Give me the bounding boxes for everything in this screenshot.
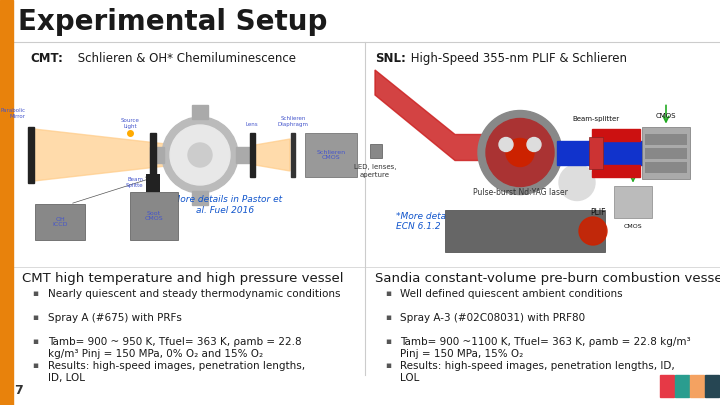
Text: Pulse-burst Nd:YAG laser: Pulse-burst Nd:YAG laser [472, 188, 567, 197]
Text: Spray A-3 (#02C08031) with PRF80: Spray A-3 (#02C08031) with PRF80 [400, 313, 585, 323]
Text: 7: 7 [14, 384, 23, 397]
Circle shape [579, 217, 607, 245]
Circle shape [499, 138, 513, 151]
Text: High-Speed 355-nm PLIF & Schlieren: High-Speed 355-nm PLIF & Schlieren [407, 52, 627, 65]
Bar [690, 375, 704, 397]
Text: Schlieren & OH* Chemiluminescence: Schlieren & OH* Chemiluminescence [74, 52, 296, 65]
Circle shape [486, 119, 554, 186]
Text: OH
ICCD: OH ICCD [53, 217, 68, 227]
Circle shape [188, 143, 212, 167]
Bar [645, 134, 687, 145]
Text: Results: high-speed images, penetration lengths,
ID, LOL: Results: high-speed images, penetration … [48, 361, 305, 383]
Polygon shape [375, 70, 490, 160]
Text: CMOS: CMOS [624, 224, 642, 228]
Text: Lens: Lens [246, 122, 258, 127]
Text: Beam
Splitte: Beam Splitte [125, 177, 143, 188]
Text: ▪: ▪ [32, 313, 38, 322]
Bar [28, 127, 34, 183]
Text: ▪: ▪ [32, 361, 38, 370]
Bar [130, 192, 178, 240]
Circle shape [170, 125, 230, 185]
Bar [592, 164, 640, 177]
Text: Spray A (#675) with PRFs: Spray A (#675) with PRFs [48, 313, 182, 323]
Circle shape [559, 164, 595, 200]
Text: PLIF: PLIF [590, 208, 606, 217]
Bar [0, 0, 13, 405]
Text: Schlieren
CMOS: Schlieren CMOS [316, 149, 346, 160]
Text: Soot
CMOS: Soot CMOS [145, 211, 163, 222]
Bar [589, 136, 603, 168]
Bar [614, 185, 652, 217]
Text: *More details in Pastor et
al. Fuel 2016: *More details in Pastor et al. Fuel 2016 [168, 195, 282, 215]
Text: Parabolic
Mirror: Parabolic Mirror [1, 108, 26, 119]
Text: Beam-splitter: Beam-splitter [572, 117, 620, 122]
Text: Nearly quiescent and steady thermodynamic conditions: Nearly quiescent and steady thermodynami… [48, 289, 341, 299]
Circle shape [506, 139, 534, 166]
Bar [645, 162, 687, 173]
Text: Results: high-speed images, penetration lengths, ID,
LOL: Results: high-speed images, penetration … [400, 361, 675, 383]
Bar [192, 191, 208, 205]
Bar [192, 105, 208, 119]
Text: CMOS: CMOS [656, 113, 676, 119]
Text: ▪: ▪ [32, 337, 38, 346]
Text: *More details in
ECN 6.1.2: *More details in ECN 6.1.2 [396, 212, 467, 231]
Bar [675, 375, 689, 397]
Circle shape [527, 138, 541, 151]
Bar [35, 204, 85, 240]
Bar [645, 147, 687, 158]
Text: ▪: ▪ [385, 313, 391, 322]
Text: CMT:: CMT: [30, 52, 63, 65]
Text: ▪: ▪ [385, 361, 391, 370]
Bar [642, 126, 690, 179]
Bar [150, 147, 164, 163]
Text: SNL:: SNL: [375, 52, 406, 65]
Text: LED, lenses,
aperture: LED, lenses, aperture [354, 164, 396, 177]
Text: Sandia constant-volume pre-burn combustion vessel:: Sandia constant-volume pre-burn combusti… [375, 272, 720, 285]
Text: ▪: ▪ [32, 289, 38, 298]
Bar [370, 143, 382, 158]
Polygon shape [255, 139, 290, 171]
Text: Source
Light: Source Light [120, 118, 140, 129]
Bar [705, 375, 719, 397]
Bar [150, 133, 156, 177]
Polygon shape [34, 129, 175, 181]
Bar [557, 141, 642, 164]
Bar [250, 133, 255, 177]
Text: Tamb= 900 ~1100 K, Tfuel= 363 K, ρamb = 22.8 kg/m³
Pinj = 150 MPa, 15% O₂: Tamb= 900 ~1100 K, Tfuel= 363 K, ρamb = … [400, 337, 690, 358]
Bar [660, 375, 674, 397]
Bar [445, 210, 605, 252]
Text: Experimental Setup: Experimental Setup [18, 8, 328, 36]
Bar [291, 133, 295, 177]
Bar [14, 65, 365, 245]
Circle shape [478, 111, 562, 194]
Bar [236, 147, 250, 163]
Text: Schlieren
Diaphragm: Schlieren Diaphragm [277, 116, 308, 127]
Text: CMT high temperature and high pressure vessel: CMT high temperature and high pressure v… [22, 272, 343, 285]
Text: Tamb= 900 ~ 950 K, Tfuel= 363 K, ρamb = 22.8
kg/m³ Pinj = 150 MPa, 0% O₂ and 15%: Tamb= 900 ~ 950 K, Tfuel= 363 K, ρamb = … [48, 337, 302, 358]
Text: ▪: ▪ [385, 337, 391, 346]
Text: Well defined quiescent ambient conditions: Well defined quiescent ambient condition… [400, 289, 623, 299]
Text: ▪: ▪ [385, 289, 391, 298]
Bar [370, 65, 715, 260]
Circle shape [162, 117, 238, 193]
Bar [305, 133, 357, 177]
Bar [146, 174, 160, 192]
Bar [592, 128, 640, 141]
